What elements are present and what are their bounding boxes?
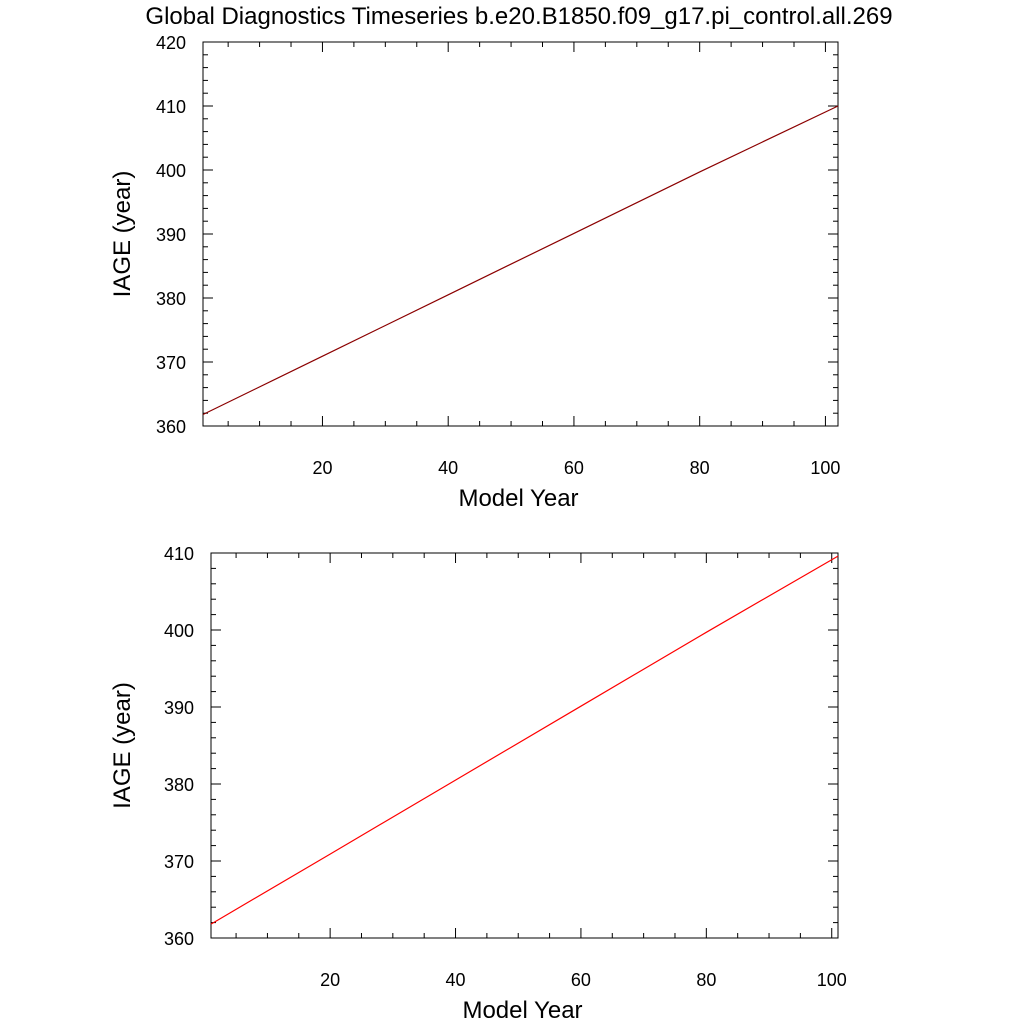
y-tick-label: 370 <box>156 353 186 373</box>
x-tick-label: 80 <box>696 970 716 990</box>
x-tick-label: 100 <box>810 458 840 478</box>
series-line <box>202 105 839 416</box>
x-tick-label: 40 <box>446 970 466 990</box>
y-tick-label: 390 <box>164 698 194 718</box>
x-axis-title: Model Year <box>458 485 578 512</box>
x-tick-label: 20 <box>312 458 332 478</box>
y-tick-label: 360 <box>164 929 194 949</box>
x-tick-label: 40 <box>438 458 458 478</box>
y-tick-label: 400 <box>156 161 186 181</box>
series-line <box>210 555 839 925</box>
y-axis-title: IAGE (year) <box>109 171 136 298</box>
x-tick-label: 60 <box>571 970 591 990</box>
plot-frame <box>210 552 839 939</box>
bottom-panel: 20 40 60 80 100 360 370 380 390 400 410 Model Year I… <box>109 544 847 1024</box>
x-tick-label: 20 <box>320 970 340 990</box>
y-axis-title: IAGE (year) <box>109 682 136 809</box>
y-tick-label: 400 <box>164 621 194 641</box>
x-tick-label: 100 <box>817 970 847 990</box>
y-tick-label: 380 <box>156 289 186 309</box>
top-panel: 20 40 60 80 100 360 370 380 390 400 410 420 Model Ye… <box>109 33 840 512</box>
x-tick-label: 80 <box>690 458 710 478</box>
y-tick-label: 380 <box>164 775 194 795</box>
y-tick-label: 410 <box>164 544 194 564</box>
y-tick-label: 360 <box>156 417 186 437</box>
y-tick-label: 370 <box>164 852 194 872</box>
x-axis-title: Model Year <box>462 997 582 1024</box>
chart-title: Global Diagnostics Timeseries b.e20.B185… <box>145 3 892 30</box>
y-tick-label: 420 <box>156 33 186 53</box>
y-tick-label: 390 <box>156 225 186 245</box>
x-tick-label: 60 <box>564 458 584 478</box>
y-tick-label: 410 <box>156 97 186 117</box>
